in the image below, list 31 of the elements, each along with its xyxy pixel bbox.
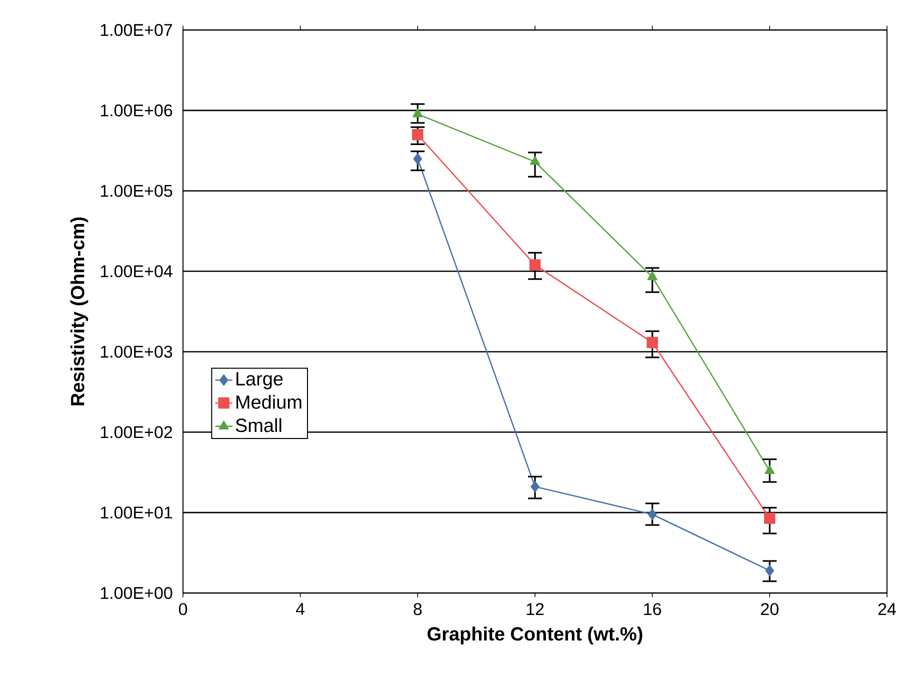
point [646,336,658,348]
y-tick-label: 1.00E+05 [100,184,172,197]
x-axis-title: Graphite Content (wt.%) [428,626,642,644]
y-tick-label: 1.00E+02 [100,426,172,438]
y-tick-label: 1.00E+06 [100,104,172,116]
point [764,465,775,474]
x-tick-label: 0 [178,603,188,616]
x-tick-label: 8 [414,603,422,616]
legend-label: Medium [236,394,302,409]
point [765,564,774,576]
point [412,108,423,118]
point [530,481,540,492]
y-tick-label: 1.00E+00 [100,586,172,600]
point [530,156,540,165]
y-tick-label: 1.00E+04 [100,265,172,278]
x-tick-label: 16 [644,603,662,616]
x-tick-label: 12 [526,603,544,615]
point [529,259,541,271]
y-tick-label: 1.00E+03 [100,346,172,358]
y-tick-label: 1.00E+01 [100,506,172,519]
y-tick-label: 1.00E+07 [100,24,172,36]
x-tick-label: 20 [761,603,778,616]
point [647,271,658,280]
point [648,508,657,520]
x-tick-label: 4 [296,603,305,615]
point [412,129,424,140]
x-tick-label: 24 [878,603,896,615]
y-axis-title: Resistivity (Ohm-cm) [70,217,88,406]
point [764,512,776,524]
legend-label: Large [236,372,283,390]
legend-label: Small [236,418,282,432]
